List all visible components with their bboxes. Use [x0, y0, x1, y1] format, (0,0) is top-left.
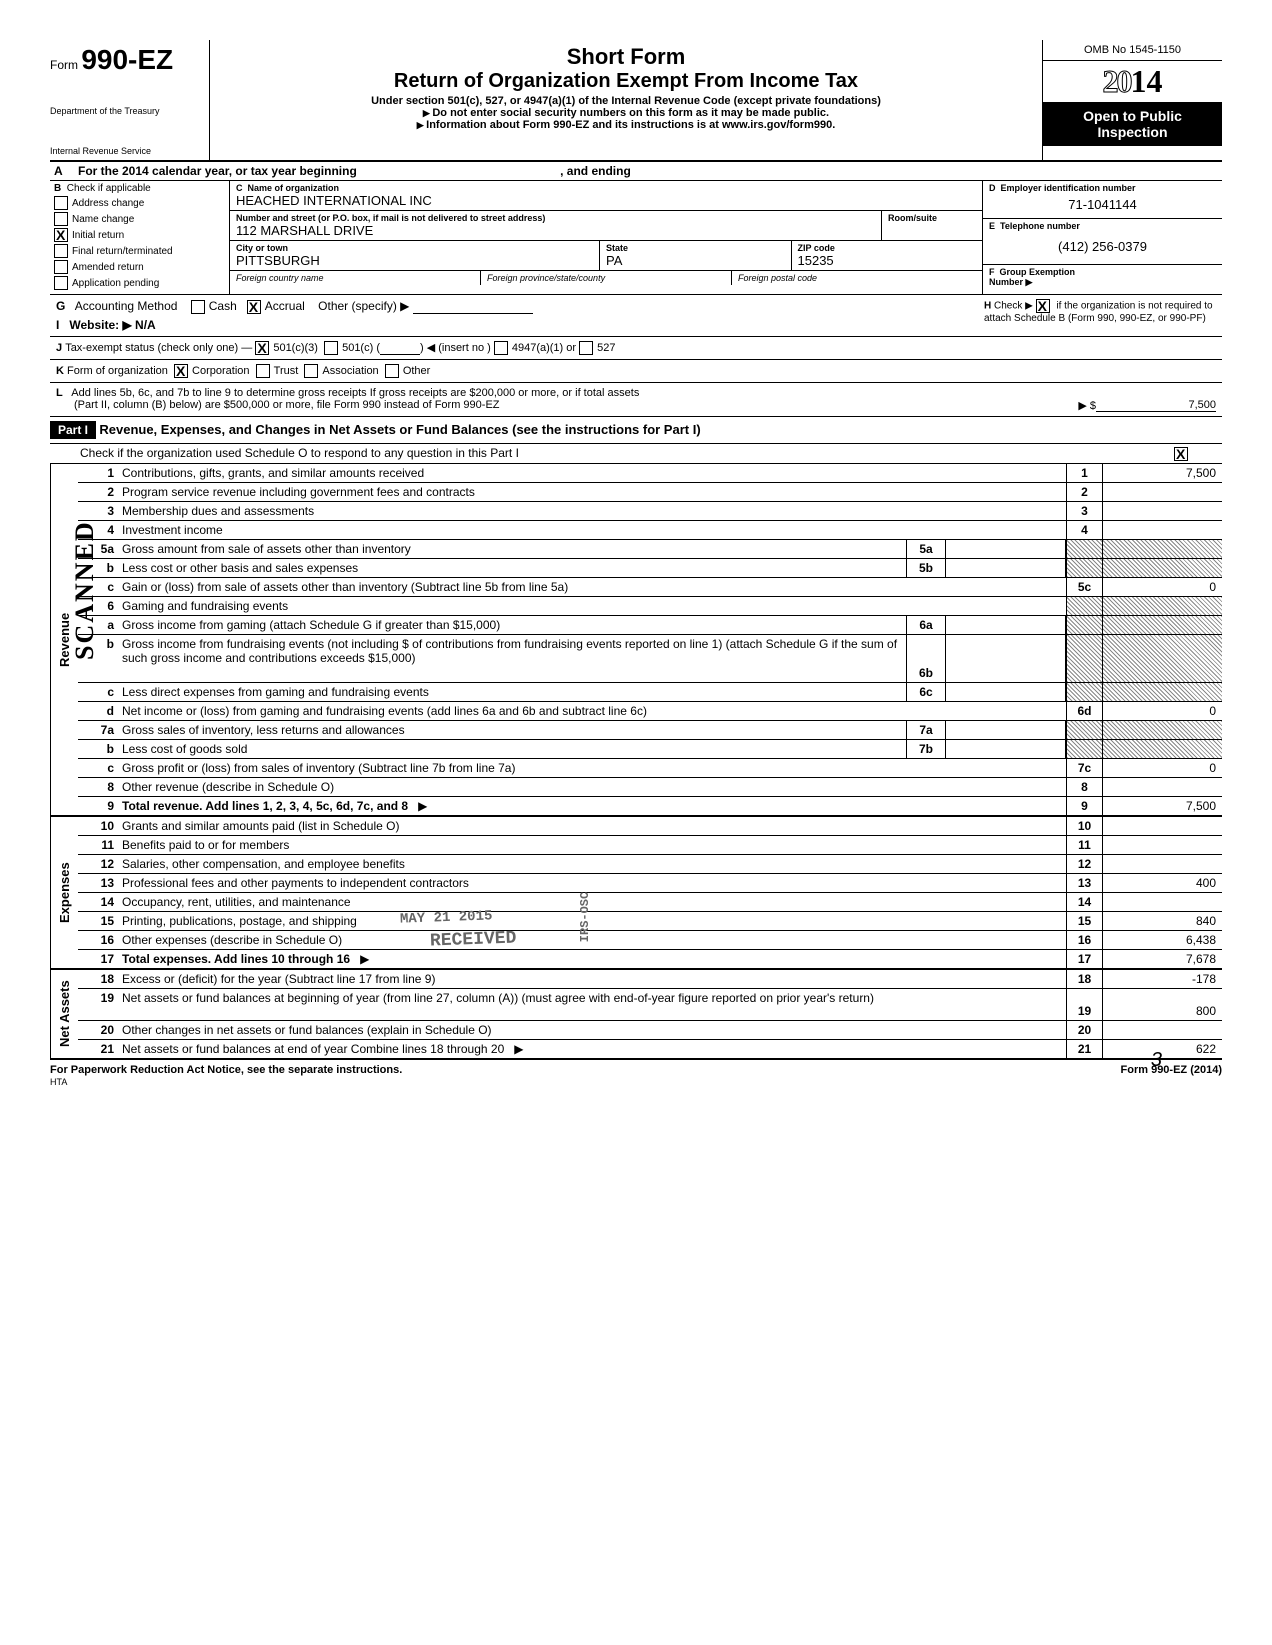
form-header: Form 990-EZ Department of the Treasury I… [50, 40, 1222, 162]
amt-17: 7,678 [1102, 950, 1222, 968]
row-a: A For the 2014 calendar year, or tax yea… [50, 162, 1222, 181]
amt-1: 7,500 [1102, 464, 1222, 482]
netassets-section: Net Assets 18Excess or (deficit) for the… [50, 970, 1222, 1060]
amt-12 [1102, 855, 1222, 873]
section-bcdef: B Check if applicable Address change Nam… [50, 181, 1222, 295]
note-info: Information about Form 990-EZ and its in… [218, 119, 1034, 131]
irs-stamp: IRS-OSC [578, 892, 592, 942]
amt-9: 7,500 [1102, 797, 1222, 815]
check-final-return[interactable]: Final return/terminated [54, 244, 225, 258]
dept-treasury: Department of the Treasury [50, 106, 201, 116]
col-c: C Name of organization HEACHED INTERNATI… [230, 181, 982, 294]
amt-15: 840 [1102, 912, 1222, 930]
check-amended[interactable]: Amended return [54, 260, 225, 274]
amt-7c: 0 [1102, 759, 1222, 777]
line-k: K Form of organization Corporation Trust… [50, 360, 1222, 383]
check-initial-return[interactable]: Initial return [54, 228, 225, 242]
amt-21: 622 [1102, 1040, 1222, 1058]
website: Website: ▶ N/A [69, 318, 155, 332]
amt-18: -178 [1102, 970, 1222, 988]
netassets-label: Net Assets [50, 970, 78, 1058]
check-assoc[interactable] [304, 364, 318, 378]
title-return: Return of Organization Exempt From Incom… [218, 70, 1034, 93]
received-stamp: RECEIVED [430, 928, 517, 951]
dept-irs: Internal Revenue Service [50, 146, 201, 156]
line-l: L Add lines 5b, 6c, and 7b to line 9 to … [50, 383, 1222, 417]
check-accrual[interactable] [247, 300, 261, 314]
header-center: Short Form Return of Organization Exempt… [210, 40, 1042, 160]
amt-4 [1102, 521, 1222, 539]
page-number: 3 [1151, 1049, 1162, 1072]
date-stamp: MAY 21 2015 [400, 908, 493, 927]
expenses-label: Expenses [50, 817, 78, 968]
line-j: J Tax-exempt status (check only one) — 5… [50, 337, 1222, 360]
check-501c[interactable] [324, 341, 338, 355]
line-g-i-h: G Accounting Method Cash Accrual Other (… [50, 295, 1222, 337]
scanned-stamp: SCANNED [70, 520, 100, 660]
col-b: B Check if applicable Address change Nam… [50, 181, 230, 294]
org-city: PITTSBURGH [236, 253, 593, 268]
title-short-form: Short Form [218, 44, 1034, 70]
amt-20 [1102, 1021, 1222, 1039]
amt-14 [1102, 893, 1222, 911]
org-street: 112 MARSHALL DRIVE [236, 223, 875, 238]
part1-sub: Check if the organization used Schedule … [50, 444, 1222, 464]
org-zip: 15235 [798, 253, 977, 268]
amt-11 [1102, 836, 1222, 854]
amt-6d: 0 [1102, 702, 1222, 720]
check-other[interactable] [385, 364, 399, 378]
check-corp[interactable] [174, 364, 188, 378]
amt-19: 800 [1102, 989, 1222, 1020]
amt-2 [1102, 483, 1222, 501]
header-left: Form 990-EZ Department of the Treasury I… [50, 40, 210, 160]
form-container: Form 990-EZ Department of the Treasury I… [50, 40, 1222, 1092]
org-name: HEACHED INTERNATIONAL INC [236, 193, 976, 208]
ein-value: 71-1041144 [989, 193, 1216, 216]
subtitle: Under section 501(c), 527, or 4947(a)(1)… [218, 95, 1034, 107]
check-501c3[interactable] [255, 341, 269, 355]
omb-number: OMB No 1545-1150 [1043, 40, 1222, 61]
note-ssn: Do not enter social security numbers on … [218, 107, 1034, 119]
check-h[interactable] [1036, 299, 1050, 313]
check-cash[interactable] [191, 300, 205, 314]
check-trust[interactable] [256, 364, 270, 378]
amt-16: 6,438 [1102, 931, 1222, 949]
amt-10 [1102, 817, 1222, 835]
amt-8 [1102, 778, 1222, 796]
form-label: Form [50, 58, 78, 72]
check-527[interactable] [579, 341, 593, 355]
header-right: OMB No 1545-1150 2014 Open to Public Ins… [1042, 40, 1222, 160]
check-application[interactable]: Application pending [54, 276, 225, 290]
form-footer: For Paperwork Reduction Act Notice, see … [50, 1060, 1222, 1092]
col-def: D Employer identification number 71-1041… [982, 181, 1222, 294]
check-address-change[interactable]: Address change [54, 196, 225, 210]
check-name-change[interactable]: Name change [54, 212, 225, 226]
org-state: PA [606, 253, 785, 268]
check-4947[interactable] [494, 341, 508, 355]
inspection-notice: Open to Public Inspection [1043, 102, 1222, 146]
amt-13: 400 [1102, 874, 1222, 892]
part1-header: Part I Revenue, Expenses, and Changes in… [50, 417, 1222, 444]
check-schedule-o[interactable] [1174, 447, 1188, 461]
tel-value: (412) 256-0379 [989, 231, 1216, 262]
form-number: 990-EZ [81, 44, 173, 75]
gross-receipts: 7,500 [1096, 399, 1216, 412]
expenses-section: Expenses 10Grants and similar amounts pa… [50, 817, 1222, 970]
tax-year: 2014 [1043, 61, 1222, 102]
revenue-section: Revenue 1Contributions, gifts, grants, a… [50, 464, 1222, 817]
amt-5c: 0 [1102, 578, 1222, 596]
amt-3 [1102, 502, 1222, 520]
